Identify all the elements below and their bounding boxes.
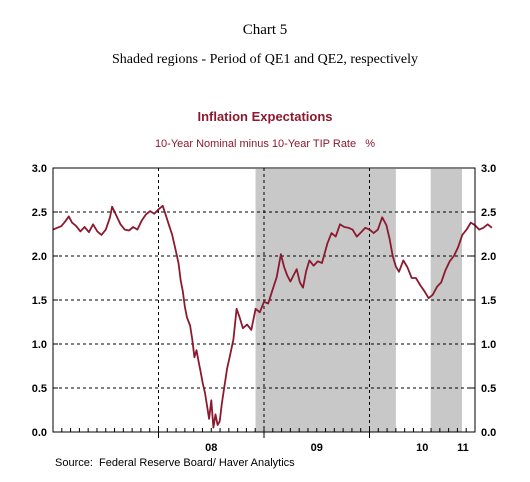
y-tick-label-right: 2.5 bbox=[481, 207, 496, 219]
y-tick-label-right: 3.0 bbox=[481, 163, 496, 175]
chart-heading: Chart 5 bbox=[242, 22, 288, 38]
y-tick-label-left: 2.0 bbox=[32, 251, 47, 263]
y-tick-label-left: 0.5 bbox=[32, 383, 47, 395]
y-tick-label-right: 1.0 bbox=[481, 339, 496, 351]
y-tick-label-left: 1.5 bbox=[32, 295, 47, 307]
chart-subtitle: 10-Year Nominal minus 10-Year TIP Rate % bbox=[155, 138, 375, 150]
chart-subheading: Shaded regions - Period of QE1 and QE2, … bbox=[112, 52, 418, 67]
y-tick-label-left: 1.0 bbox=[32, 339, 47, 351]
y-tick-label-right: 2.0 bbox=[481, 251, 496, 263]
y-tick-label-left: 2.5 bbox=[32, 207, 47, 219]
x-tick-label: 11 bbox=[457, 442, 469, 454]
y-tick-label-left: 3.0 bbox=[32, 163, 47, 175]
y-tick-label-right: 0.0 bbox=[481, 427, 496, 439]
y-tick-label-right: 0.5 bbox=[481, 383, 496, 395]
series-line-1 bbox=[52, 204, 493, 429]
chart-source: Source: Federal Reserve Board/ Haver Ana… bbox=[55, 457, 295, 469]
x-tick-label: 09 bbox=[311, 442, 323, 454]
y-tick-label-left: 0.0 bbox=[32, 427, 47, 439]
x-tick-label: 08 bbox=[205, 442, 217, 454]
x-tick-label: 10 bbox=[416, 442, 428, 454]
chart-title: Inflation Expectations bbox=[197, 109, 332, 124]
y-tick-label-right: 1.5 bbox=[481, 295, 496, 307]
